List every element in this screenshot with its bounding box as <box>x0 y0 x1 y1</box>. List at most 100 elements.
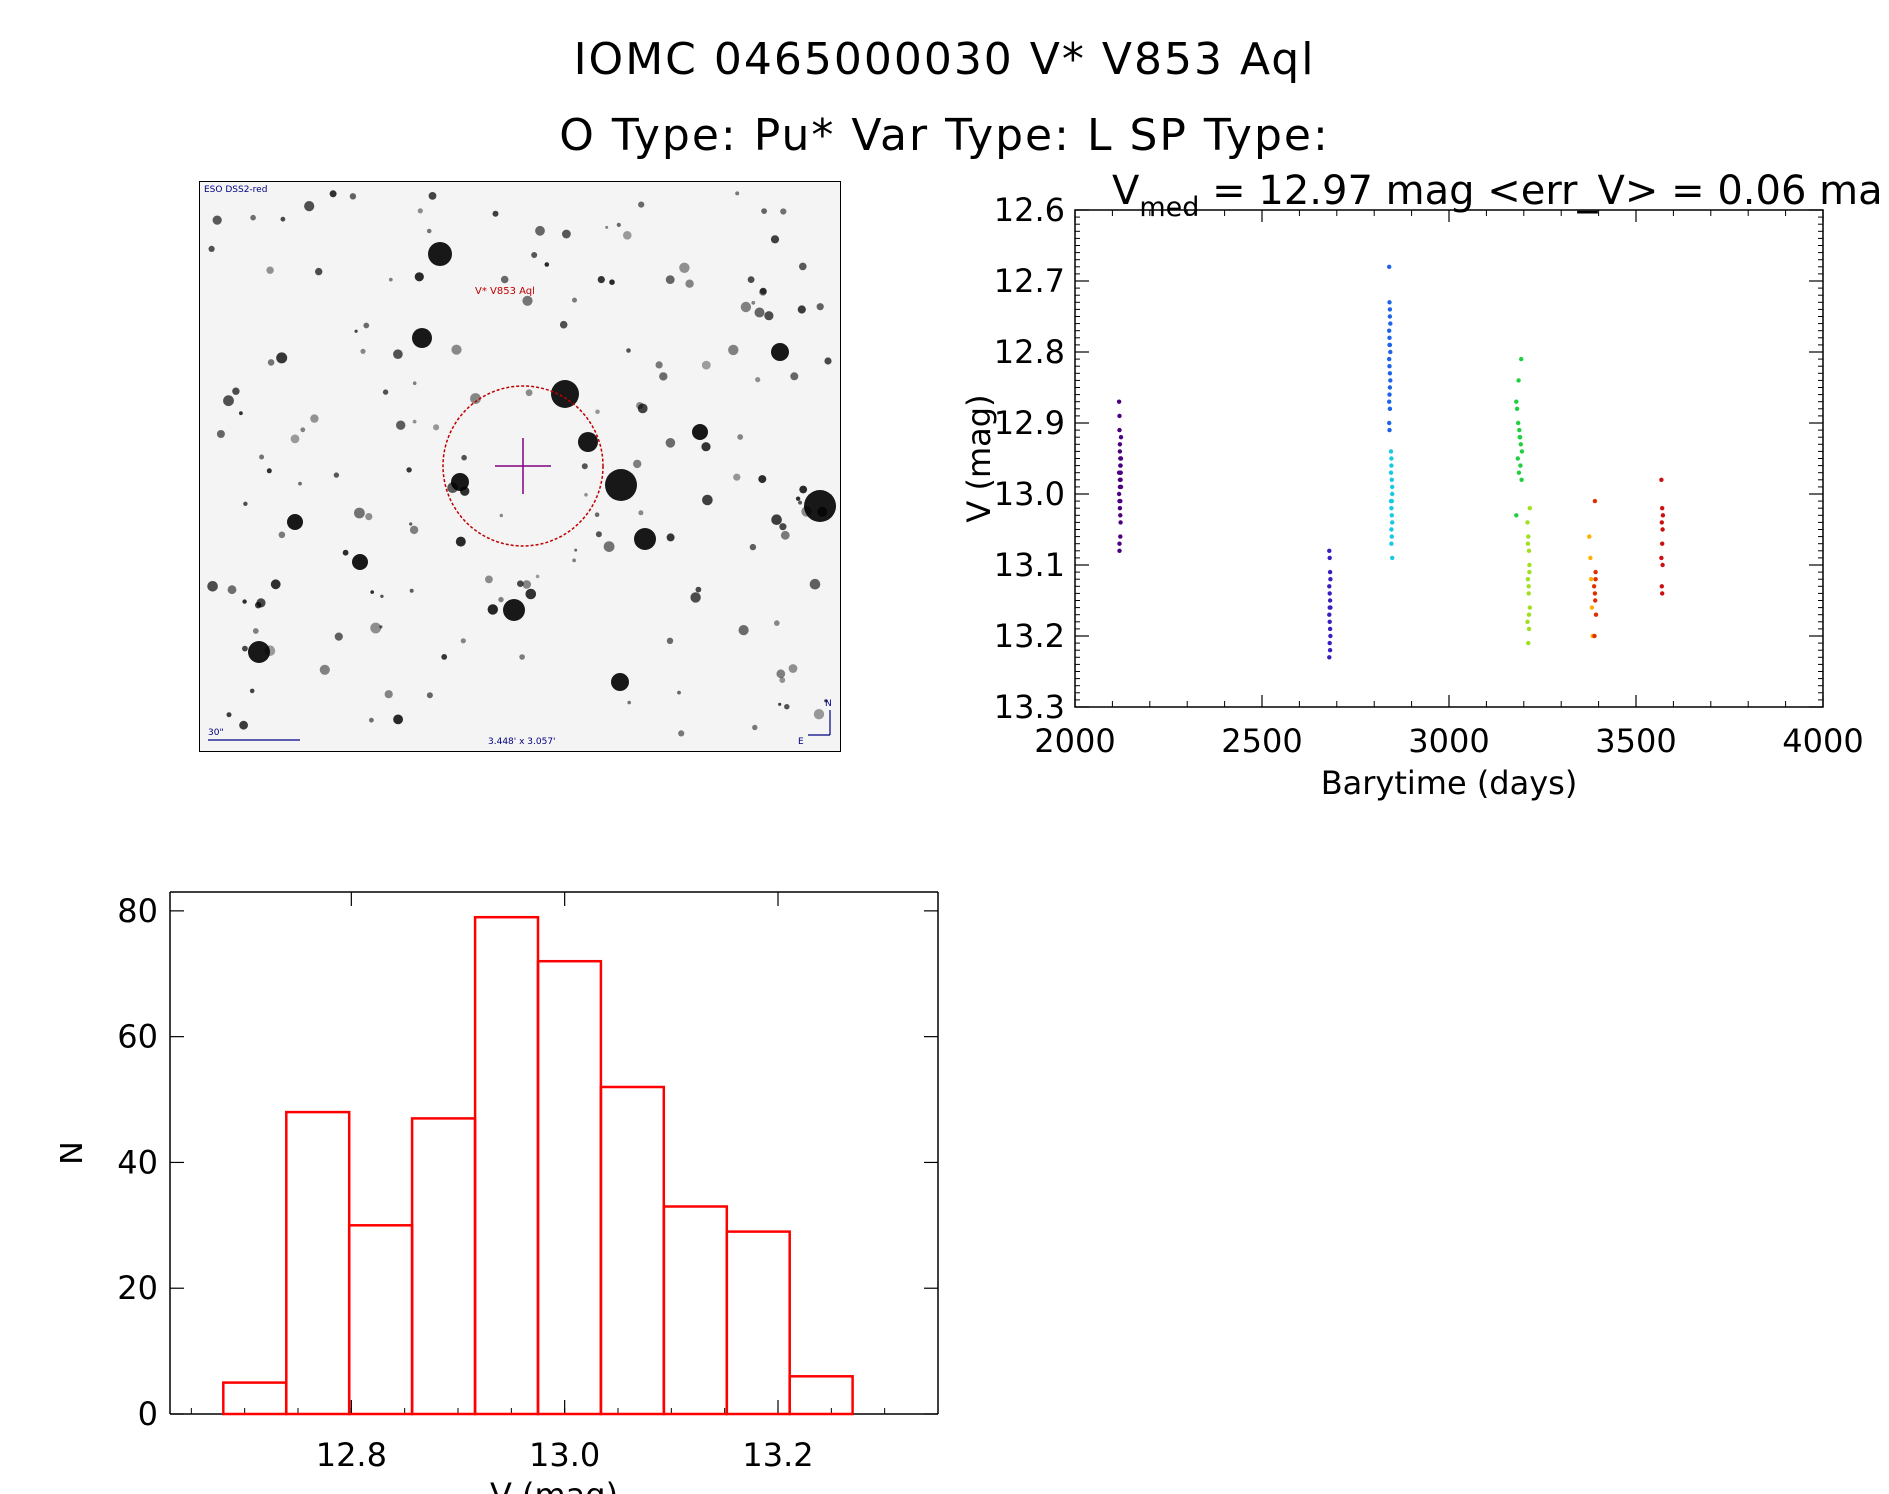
y-tick-label: 60 <box>117 1018 158 1056</box>
data-point <box>1389 463 1394 468</box>
star <box>329 190 337 198</box>
star <box>597 276 605 284</box>
data-point <box>1517 435 1522 440</box>
y-tick-label: 12.8 <box>994 333 1065 371</box>
data-point <box>1327 655 1332 660</box>
data-point <box>1118 456 1124 461</box>
data-point <box>1118 463 1123 468</box>
data-point <box>1390 491 1395 497</box>
star <box>737 434 744 440</box>
star <box>799 485 808 494</box>
star <box>412 328 432 348</box>
data-point <box>1117 442 1123 447</box>
star <box>409 522 413 526</box>
y-tick-label: 12.7 <box>994 262 1065 300</box>
y-tick-label: 13.1 <box>994 546 1065 584</box>
star <box>250 214 256 221</box>
star <box>728 344 739 356</box>
histogram-bar <box>725 1230 791 1416</box>
star <box>380 594 384 598</box>
star <box>636 402 644 410</box>
data-point <box>1516 378 1521 383</box>
data-point <box>1117 477 1123 482</box>
data-point <box>1389 541 1394 546</box>
star <box>334 632 343 641</box>
star <box>248 641 270 663</box>
star <box>360 348 366 354</box>
y-tick-label: 13.0 <box>994 475 1065 513</box>
star <box>813 709 825 720</box>
data-point <box>1327 548 1332 553</box>
star <box>595 531 602 538</box>
star <box>369 717 374 723</box>
data-point <box>1388 378 1393 383</box>
star <box>692 424 708 440</box>
data-point <box>1591 584 1597 589</box>
data-point <box>1514 399 1519 404</box>
star <box>500 275 509 284</box>
star <box>266 468 272 474</box>
star <box>300 427 306 433</box>
star <box>379 625 383 629</box>
data-point <box>1387 385 1393 390</box>
data-point <box>1660 562 1665 568</box>
star <box>809 578 821 590</box>
star <box>433 424 440 431</box>
star <box>455 536 466 547</box>
star <box>354 329 358 333</box>
star <box>611 673 629 691</box>
star <box>581 463 588 470</box>
chart-title-line2: O Type: Pu* Var Type: L SP Type: <box>559 110 1330 161</box>
star <box>216 430 225 438</box>
y-tick-label: 12.6 <box>994 191 1065 229</box>
data-point <box>1388 449 1394 454</box>
y-tick-label: 80 <box>117 892 158 930</box>
star <box>270 579 281 590</box>
north-label: N <box>825 699 832 709</box>
data-point <box>1526 612 1532 617</box>
data-point <box>1593 577 1598 582</box>
data-point <box>1516 470 1522 475</box>
data-point <box>1518 463 1523 468</box>
star <box>487 604 498 615</box>
data-point <box>1592 498 1598 504</box>
star <box>774 620 780 626</box>
star <box>666 533 675 542</box>
data-point <box>1519 356 1524 362</box>
x-axis-label: Barytime (days) <box>1321 764 1578 802</box>
data-point <box>1526 626 1532 632</box>
x-tick-label: 13.0 <box>529 1436 600 1474</box>
star <box>242 599 247 604</box>
star <box>517 580 524 587</box>
y-tick-label: 20 <box>117 1269 158 1307</box>
x-tick-label: 2000 <box>1034 722 1115 760</box>
data-point <box>1589 605 1595 610</box>
data-point <box>1389 513 1394 518</box>
star <box>461 454 467 461</box>
star <box>239 720 248 730</box>
plot-frame <box>1074 209 1824 708</box>
data-point <box>1327 612 1332 617</box>
data-point <box>1527 562 1532 568</box>
star <box>759 287 767 295</box>
fov-label: 3.448' x 3.057' <box>488 737 556 747</box>
star <box>409 525 419 535</box>
data-point <box>1118 470 1123 475</box>
star <box>278 531 286 539</box>
data-point <box>1328 577 1333 582</box>
histogram-bar <box>599 1085 666 1416</box>
data-point <box>1527 569 1532 575</box>
star <box>638 201 645 208</box>
star <box>623 231 632 240</box>
data-point <box>1389 477 1394 482</box>
data-point <box>1387 399 1392 404</box>
star <box>460 638 466 644</box>
star <box>441 654 448 660</box>
star <box>637 403 648 414</box>
data-point <box>1387 392 1392 397</box>
data-point <box>1327 584 1332 589</box>
data-point <box>1659 555 1664 561</box>
star <box>761 208 767 214</box>
star <box>264 645 276 656</box>
star <box>605 469 637 501</box>
